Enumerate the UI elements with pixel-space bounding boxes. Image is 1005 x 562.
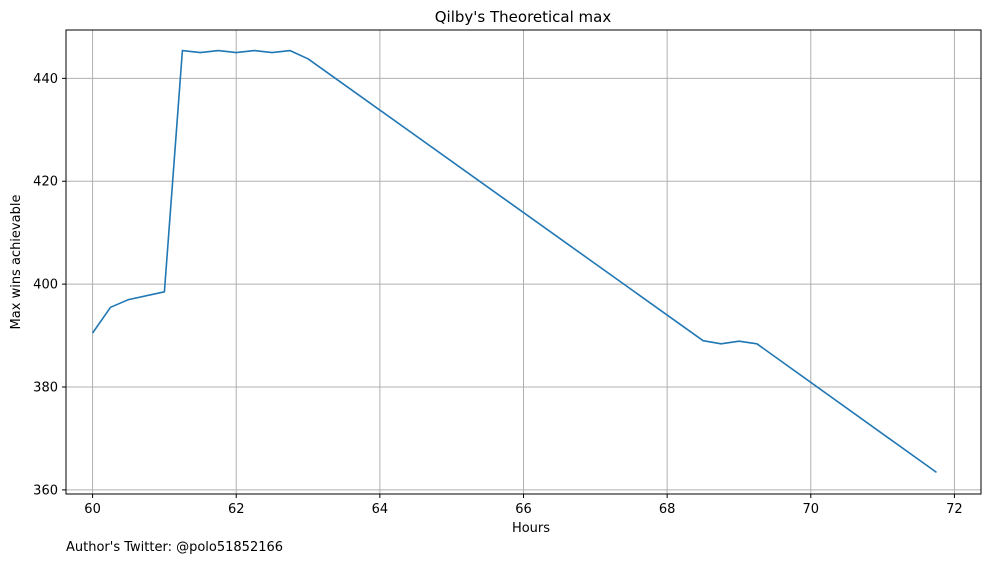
author-note: Author's Twitter: @polo51852166 — [66, 540, 283, 555]
chart-title: Qilby's Theoretical max — [435, 8, 612, 26]
y-tick-label: 380 — [33, 381, 58, 396]
y-tick-label: 440 — [33, 72, 58, 87]
x-tick-label: 68 — [659, 502, 676, 517]
x-axis-title: Hours — [512, 521, 550, 536]
x-tick-label: 62 — [228, 502, 245, 517]
y-axis: 360 380 400 420 440 — [33, 72, 66, 498]
y-tick-label: 360 — [33, 483, 58, 498]
x-tick-label: 70 — [803, 502, 820, 517]
series-group — [91, 49, 937, 474]
x-axis: 60 62 64 66 68 70 72 — [84, 494, 963, 517]
x-tick-label: 60 — [84, 502, 101, 517]
series-line — [91, 49, 937, 474]
y-tick-label: 420 — [33, 175, 58, 190]
x-tick-label: 64 — [372, 502, 389, 517]
y-axis-title: Max wins achievable — [9, 195, 24, 330]
y-tick-label: 400 — [33, 278, 58, 293]
x-tick-label: 66 — [515, 502, 532, 517]
grid-lines — [66, 30, 981, 494]
x-tick-label: 72 — [946, 502, 963, 517]
